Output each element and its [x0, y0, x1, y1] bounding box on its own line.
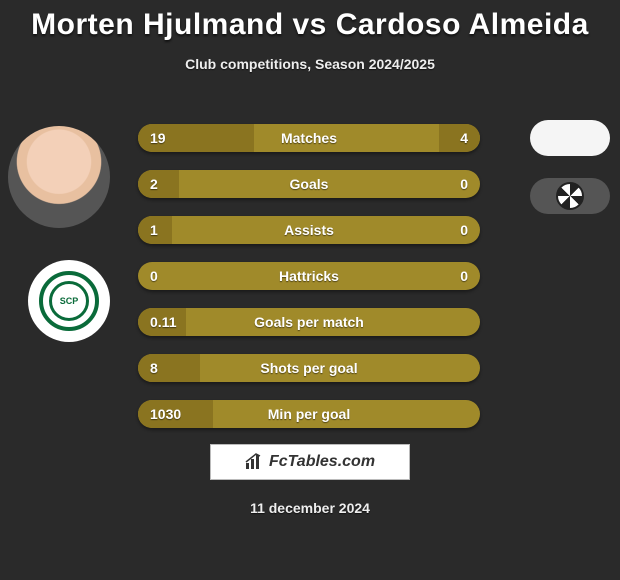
stat-label: Goals per match	[138, 314, 480, 330]
stat-value-left: 1030	[150, 406, 181, 422]
brand-text: FcTables.com	[269, 453, 375, 471]
stat-value-right: 0	[460, 268, 468, 284]
stat-row: 1Assists0	[138, 216, 480, 244]
stat-value-right: 0	[460, 176, 468, 192]
stat-row: 2Goals0	[138, 170, 480, 198]
boavista-badge-icon	[556, 182, 584, 210]
player-face-placeholder	[8, 126, 110, 228]
scp-badge-icon: SCP	[39, 271, 99, 331]
stats-container: 19Matches42Goals01Assists00Hattricks00.1…	[138, 124, 480, 446]
brand-chart-icon	[245, 453, 263, 471]
stat-label: Hattricks	[138, 268, 480, 284]
stat-label: Assists	[138, 222, 480, 238]
stat-label: Goals	[138, 176, 480, 192]
subtitle: Club competitions, Season 2024/2025	[0, 56, 620, 72]
stat-row: 0.11Goals per match	[138, 308, 480, 336]
player-right-club-badge-1	[530, 120, 610, 156]
player-left-avatar	[8, 126, 110, 228]
stat-value-left: 0	[150, 268, 158, 284]
stat-value-left: 2	[150, 176, 158, 192]
stat-value-left: 1	[150, 222, 158, 238]
brand-box[interactable]: FcTables.com	[210, 444, 410, 480]
stat-fill-left	[138, 354, 200, 382]
stat-row: 1030Min per goal	[138, 400, 480, 428]
stat-value-right: 0	[460, 222, 468, 238]
stat-value-right: 4	[460, 130, 468, 146]
stat-row: 8Shots per goal	[138, 354, 480, 382]
stat-value-left: 19	[150, 130, 166, 146]
stat-fill-left	[138, 170, 179, 198]
player-left-club-badge: SCP	[28, 260, 110, 342]
stat-row: 0Hattricks0	[138, 262, 480, 290]
page-title: Morten Hjulmand vs Cardoso Almeida	[0, 0, 620, 42]
stat-row: 19Matches4	[138, 124, 480, 152]
player-right-club-badge-2	[530, 178, 610, 214]
stat-value-left: 0.11	[150, 314, 176, 330]
date-text: 11 december 2024	[0, 500, 620, 516]
stat-value-left: 8	[150, 360, 158, 376]
club-code: SCP	[60, 297, 79, 306]
